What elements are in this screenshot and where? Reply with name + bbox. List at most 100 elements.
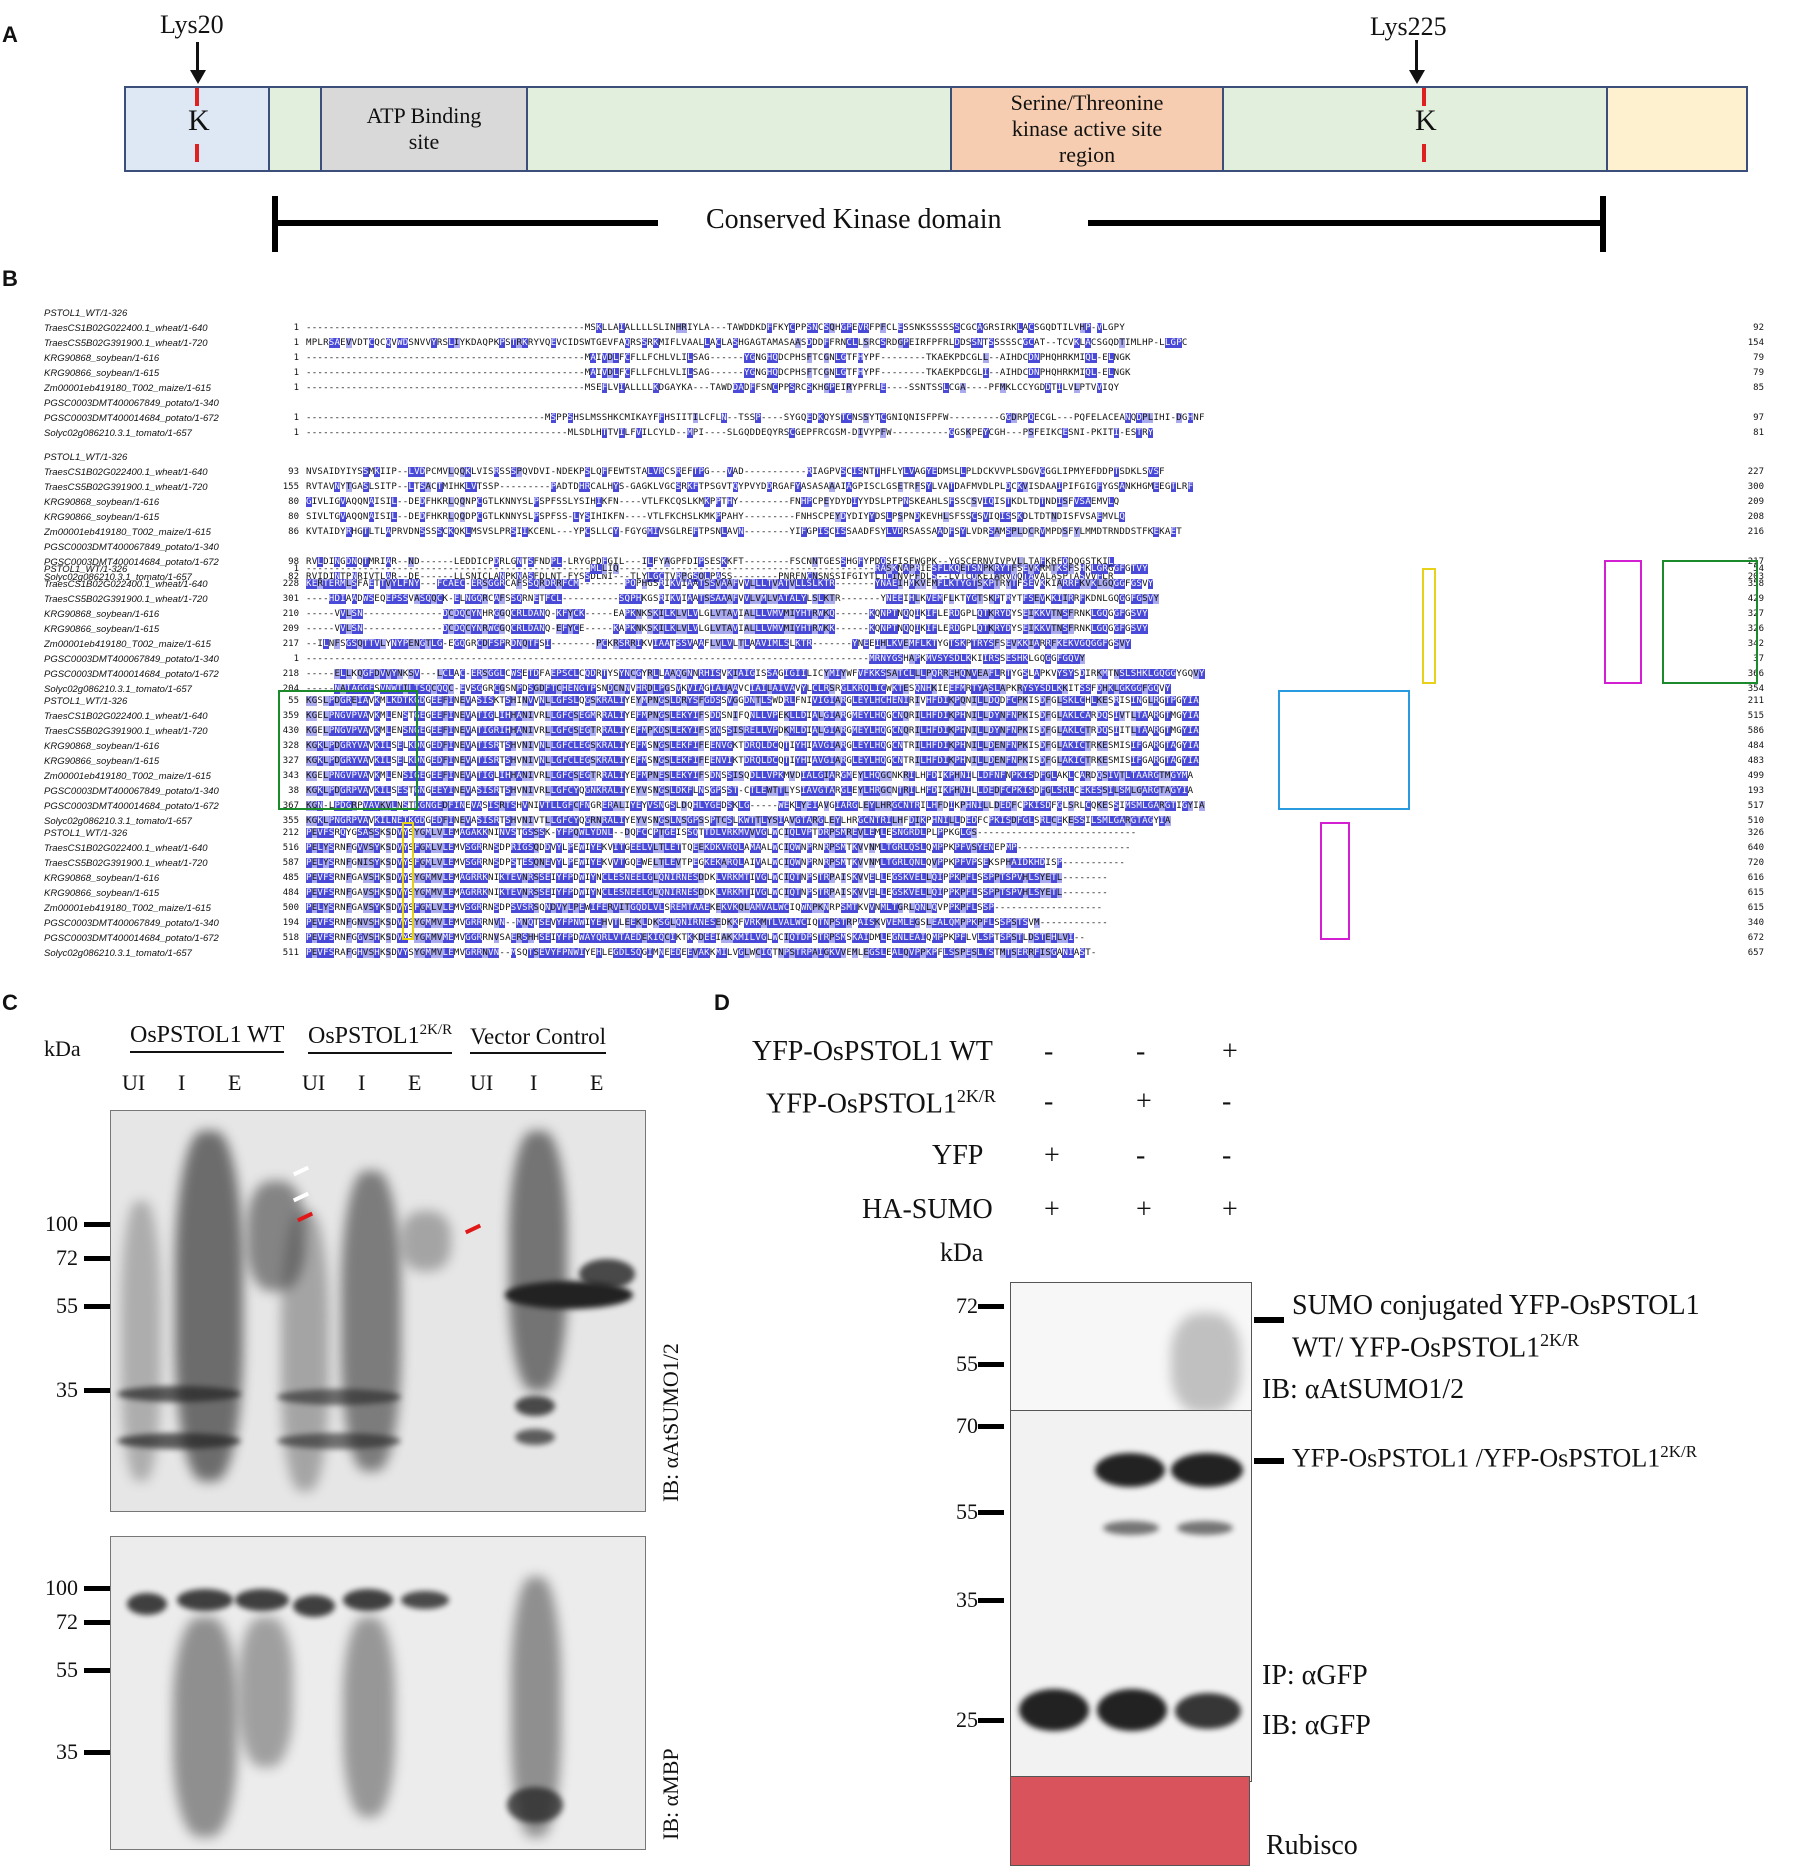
alignment-row: TraesCS5B02G391900.1_wheat/1-720 1 MPLRSAE… [44, 336, 1764, 351]
alignment-start: 155 [282, 482, 299, 492]
alignment-seq-name: KRG90868_soybean/1-616 [44, 353, 160, 364]
alignment-end: 615 [1747, 888, 1764, 898]
alignment-row: TraesCS5B02G391900.1_wheat/1-720 301 ----H… [44, 592, 1764, 607]
c-mbp-band-1 [127, 1593, 167, 1615]
d-band-25-lane2 [1097, 1689, 1167, 1731]
mw-label: 35 [56, 1739, 78, 1764]
c-kda-label: kDa [44, 1036, 81, 1061]
bracket-left-line [272, 220, 658, 226]
alignment-sequence: ----------------------------------------… [306, 353, 1131, 363]
mw-tick [978, 1598, 1004, 1603]
alignment-row: PSTOL1_WT/1-326 55 KGSLPDGREIAVKMLKDTKGDGE… [44, 694, 1764, 709]
alignment-row: TraesCS1B02G022400.1_wheat/1-640 1 -------… [44, 321, 1764, 336]
bracket-right-line [1088, 220, 1606, 226]
mw-label: 25 [956, 1707, 978, 1732]
alignment-start: 86 [288, 527, 299, 537]
alignment-start: 367 [282, 801, 299, 811]
alignment-sequence: KGKLPDGRYVAVKILSELKDNGEDFINEVATISRTSHVNI… [306, 741, 1199, 751]
alignment-seq-name: PSTOL1_WT/1-326 [44, 452, 128, 463]
mw-label: 35 [56, 1377, 78, 1402]
alignment-row: TraesCS1B02G022400.1_wheat/1-640 516 PELYS… [44, 841, 1764, 856]
alignment-seq-name: PSTOL1_WT/1-326 [44, 696, 128, 707]
alignment-start: 301 [282, 594, 299, 604]
alignment-row: Solyc02g086210.3.1_tomato/1-657 511 PEVFSR… [44, 946, 1764, 961]
alignment-row: Zm00001eb419180_T002_maize/1-615 1 -------… [44, 381, 1764, 396]
alignment-sequence: KGSLPDGREIAVKMLKDTKGDGEEFINEVASISKTSHINV… [306, 696, 1199, 706]
alignment-end: 499 [1747, 771, 1764, 781]
alignment-row: Zm00001eb419180_T002_maize/1-615 343 KGELP… [44, 769, 1764, 784]
c-lane-label: E [590, 1070, 604, 1095]
alignment-row: TraesCS1B02G022400.1_wheat/1-640 359 KGELP… [44, 709, 1764, 724]
alignment-row: TraesCS5B02G391900.1_wheat/1-720 430 KGELP… [44, 724, 1764, 739]
alignment-row: PGSC0003DMT400067849_potato/1-340 [44, 540, 1764, 555]
mw-tick [84, 1388, 110, 1393]
d-row-sign: + [1136, 1194, 1152, 1225]
d-ann1-line1: SUMO conjugated YFP-OsPSTOL1 [1292, 1290, 1700, 1321]
alignment-row: TraesCS1B02G022400.1_wheat/1-640 228 KERTE… [44, 577, 1764, 592]
alignment-seq-name: TraesCS1B02G022400.1_wheat/1-640 [44, 843, 208, 854]
alignment-start: 1 [293, 428, 299, 438]
alignment-sequence: KGN-LPDGRPVAVKVLNSTKGNGEDFINEVASISRTSHVN… [306, 801, 1205, 811]
alignment-start: 218 [282, 669, 299, 679]
alignment-seq-name: PSTOL1_WT/1-326 [44, 308, 128, 319]
alignment-start: 516 [282, 843, 299, 853]
d-row-sign: + [1222, 1194, 1238, 1225]
d-ann2: YFP-OsPSTOL1 /YFP-OsPSTOL12K/R [1292, 1442, 1697, 1474]
d-band-yfp-pstol-lane3 [1171, 1453, 1243, 1487]
alignment-sequence: ----------------------------------------… [306, 323, 1125, 333]
alignment-sequence: ----------------------------------------… [306, 413, 1205, 423]
alignment-sequence: RVIDINTPNRIVTLAR--DE------LLSNICLANPKNAS… [306, 572, 1114, 582]
alignment-seq-name: Zm00001eb419180_T002_maize/1-615 [44, 383, 211, 394]
lys20-arrow-icon [189, 70, 206, 84]
alignment-seq-name: TraesCS5B02G391900.1_wheat/1-720 [44, 482, 208, 493]
alignment-block: PSTOL1_WT/1-326 TraesCS1B02G022400.1_whea… [44, 450, 1764, 585]
c-mbp-band-2 [177, 1589, 233, 1611]
alignment-sequence: ----------------------------------------… [306, 564, 1148, 574]
alignment-block: PSTOL1_WT/1-326 TraesCS1B02G022400.1_whea… [44, 306, 1764, 441]
alignment-end: 97 [1753, 413, 1764, 423]
alignment-sequence: PEVFSRNFGNVSHKSDVYSYGMMVLEMVGRRRNVN--MNQ… [306, 918, 1108, 928]
d-row-sign: + [1136, 1086, 1152, 1117]
alignment-block: PSTOL1_WT/1-326 212 PEVFSRQYGSASSKSDVYSYGM… [44, 826, 1764, 961]
c-mbp-band-vec-low [507, 1787, 563, 1823]
panel-b-label: B [2, 266, 18, 291]
alignment-seq-name: PSTOL1_WT/1-326 [44, 828, 128, 839]
alignment-start: 93 [288, 467, 299, 477]
alignment-end: 193 [1747, 786, 1764, 796]
alignment-start: 212 [282, 828, 299, 838]
alignment-start: 1 [293, 564, 299, 574]
c-lane-label: I [358, 1070, 366, 1095]
alignment-sequence: ----------------------------------------… [306, 383, 1120, 393]
alignment-sequence: PELYSRNFGVVSYKSDVYSFGMLVLEMVSGRRNSDPRIGS… [306, 843, 1131, 853]
alignment-row: Solyc02g086210.3.1_tomato/1-657 1 --------… [44, 426, 1764, 441]
alignment-sequence: KVTAIDYRHGTLTLAPRVDNSSSSCKQKLMSVSLPRSIIK… [306, 527, 1182, 537]
d-row-label: YFP [932, 1140, 983, 1172]
d-ann1-sup: 2K/R [1540, 1330, 1580, 1350]
d-row-sign: + [1222, 1036, 1238, 1067]
d-band-yfp-pstol-lane2 [1095, 1453, 1165, 1487]
alignment-sequence: PEVFSRNFGAVSHKSDVYSYGMMVLEMAGRRKNIKTEVNR… [306, 873, 1108, 883]
alignment-end: 79 [1753, 368, 1764, 378]
alignment-sequence: GIVLIGVAQQNAISIL--DEDFHKRLQQNPCGTLKNNYSL… [306, 497, 1120, 507]
alignment-seq-name: KRG90868_soybean/1-616 [44, 873, 160, 884]
alignment-end: 429 [1747, 594, 1764, 604]
alignment-end: 517 [1747, 801, 1764, 811]
c-lane-label: E [228, 1070, 242, 1095]
blue-box-block4 [1278, 690, 1410, 810]
domain-cterm [1608, 88, 1746, 170]
alignment-end: 354 [1747, 684, 1764, 694]
alignment-end: 340 [1747, 918, 1764, 928]
mw-tick [978, 1424, 1004, 1429]
alignment-sequence: MPLRSAEVVDTCQCQVWDSNVVYRSLIYKDAQPKPSTRKR… [306, 338, 1188, 348]
d-ann2-sup: 2K/R [1660, 1442, 1698, 1461]
alignment-seq-name: KRG90866_soybean/1-615 [44, 756, 160, 767]
alignment-end: 217 [1747, 557, 1764, 567]
alignment-start: 1 [293, 413, 299, 423]
alignment-seq-name: TraesCS1B02G022400.1_wheat/1-640 [44, 323, 208, 334]
d-ann1-line2-text: WT/ YFP-OsPSTOL1 [1292, 1332, 1541, 1364]
domain-nterm: K [126, 88, 270, 172]
alignment-sequence: KGELPNGVPVAVKMLENSTGEGEEFINEVATIGLIHHANI… [306, 711, 1199, 721]
alignment-sequence: KGKLPDGRPVAVKILSESTGNGEEYINEVASISRTSHVNI… [306, 786, 1194, 796]
d-ann2-text: YFP-OsPSTOL1 /YFP-OsPSTOL1 [1292, 1443, 1661, 1473]
c-lane-label: I [530, 1070, 538, 1095]
